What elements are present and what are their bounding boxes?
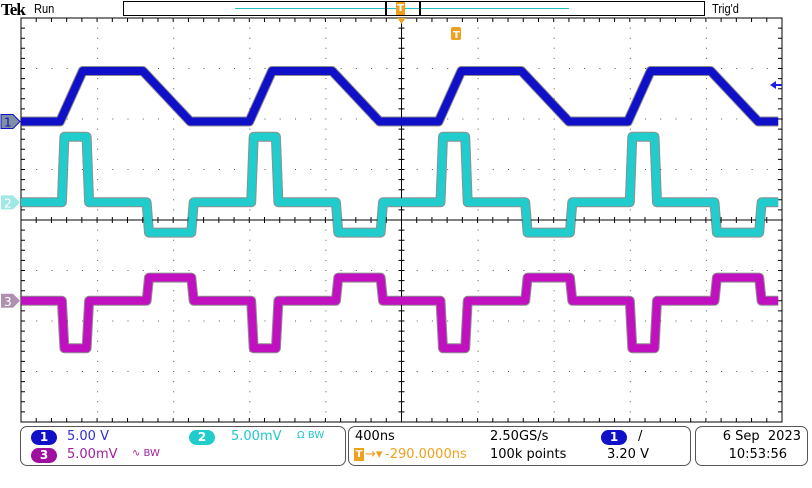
sample-rate: 2.50GS/s bbox=[490, 429, 549, 444]
channel-2-ground-marker[interactable] bbox=[1, 195, 20, 210]
horizontal-position: -290.0000ns bbox=[385, 447, 467, 462]
channel-3-marker-label: 3 bbox=[4, 295, 12, 309]
trigger-marker-icon: T bbox=[396, 2, 405, 15]
channel-1-ground-marker[interactable] bbox=[0, 114, 21, 130]
ch1-badge[interactable]: 1 bbox=[31, 430, 57, 445]
waveform-ch2-outline bbox=[21, 131, 779, 238]
ch1-scale: 5.00 V bbox=[67, 429, 109, 444]
trigger-position-marker-icon bbox=[451, 27, 461, 40]
trigger-level-arrow-icon bbox=[770, 81, 782, 89]
date: 6 Sep 2023 bbox=[722, 429, 801, 444]
waveform-ch1 bbox=[21, 67, 779, 126]
acquisition-state: Run bbox=[34, 1, 55, 16]
timebase-trigger-panel[interactable]: 400ns T →▾ -290.0000ns 2.50GS/s 100k poi… bbox=[348, 426, 691, 466]
horizontal-scale: 400ns bbox=[355, 429, 395, 444]
record-view-bar[interactable]: T bbox=[123, 1, 705, 16]
trigger-source-badge[interactable]: 1 bbox=[601, 430, 627, 445]
arrow-delay-icon: →▾ bbox=[365, 447, 383, 462]
trigger-position-icon: T bbox=[354, 448, 364, 461]
channel-1-marker-label: 1 bbox=[4, 116, 12, 130]
datetime-panel: 6 Sep 2023 10:53:56 bbox=[695, 426, 808, 466]
brand-logo: Tek bbox=[1, 0, 26, 19]
trigger-level: 3.20 V bbox=[607, 447, 649, 462]
ch2-scale: 5.00mV bbox=[231, 429, 282, 444]
trigger-status: Trig'd bbox=[712, 1, 739, 16]
trigger-position-marker-label: T bbox=[453, 30, 460, 41]
waveform-ch2 bbox=[21, 132, 779, 237]
channel-3-ground-marker[interactable] bbox=[1, 293, 20, 308]
ch3-bandwidth-icon: ∿ BW bbox=[132, 448, 160, 459]
time: 10:53:56 bbox=[728, 447, 787, 462]
ch2-badge[interactable]: 2 bbox=[189, 430, 215, 445]
view-bracket[interactable] bbox=[385, 1, 421, 15]
waveform-ch3-outline bbox=[21, 272, 779, 354]
record-length: 100k points bbox=[490, 447, 567, 462]
ch2-bandwidth-icon: Ω BW bbox=[297, 430, 325, 441]
trigger-time-marker-icon bbox=[397, 18, 406, 24]
trigger-slope-icon: / bbox=[638, 429, 643, 444]
channel-2-marker-label: 2 bbox=[4, 196, 12, 210]
waveform-ch3 bbox=[21, 273, 779, 353]
channel-readout-panel[interactable]: 1 5.00 V 2 5.00mV Ω BW 3 5.00mV ∿ BW bbox=[20, 426, 346, 466]
ch3-scale: 5.00mV bbox=[67, 447, 118, 462]
waveform-display[interactable]: 1 2 3 T bbox=[0, 0, 812, 426]
ch3-badge[interactable]: 3 bbox=[31, 448, 57, 463]
